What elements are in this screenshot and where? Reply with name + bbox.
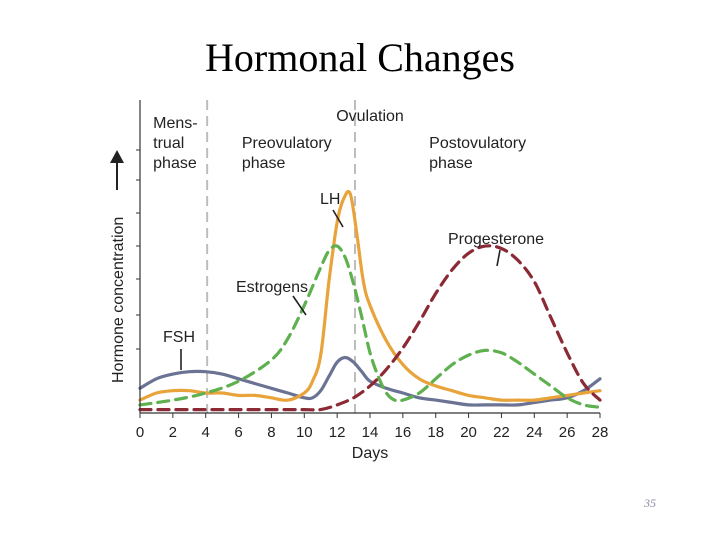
x-tick-label-4: 4 [202, 424, 210, 441]
series-line-fsh [138, 355, 602, 407]
phase-label-0-line-0: Mens- [153, 115, 197, 132]
x-tick-label-6: 6 [234, 424, 242, 441]
annotation-estrogens: Estrogens [236, 279, 308, 296]
x-tick-label-16: 16 [395, 424, 412, 441]
annotation-progesterone: Progesterone [448, 231, 544, 248]
phase-label-2-line-0: Ovulation [336, 108, 404, 125]
annotation-fsh: FSH [163, 329, 195, 346]
x-tick-label-8: 8 [267, 424, 275, 441]
series-line-estrogens [138, 244, 602, 409]
phase-label-1-line-1: phase [242, 155, 286, 172]
y-axis-label: Hormone concentration [110, 217, 127, 383]
x-tick-label-2: 2 [169, 424, 177, 441]
series-lines [138, 189, 602, 412]
phase-dividers [206, 100, 356, 413]
x-tick-label-14: 14 [362, 424, 379, 441]
series-line-progesterone [138, 244, 602, 412]
series-line-lh [138, 189, 602, 402]
x-tick-label-22: 22 [493, 424, 510, 441]
x-tick-label-24: 24 [526, 424, 543, 441]
phase-label-0-line-2: phase [153, 155, 197, 172]
x-tick-label-26: 26 [559, 424, 576, 441]
x-tick-label-0: 0 [136, 424, 144, 441]
annotation-leader-lh [332, 209, 344, 228]
x-tick-label-28: 28 [592, 424, 609, 441]
annotation-leader-estrogens [292, 295, 307, 316]
x-tick-label-20: 20 [460, 424, 477, 441]
phase-label-3-line-0: Postovulatory [429, 135, 526, 152]
phase-label-1-line-0: Preovulatory [242, 135, 332, 152]
annotation-lh: LH [320, 191, 340, 208]
annotation-leader-progesterone [496, 249, 501, 267]
annotations: FSH Estrogens LH Progesterone [163, 191, 544, 370]
x-axis-label: Days [352, 445, 388, 462]
x-tick-label-12: 12 [329, 424, 346, 441]
page-number: 35 [644, 496, 656, 510]
x-tick-label-10: 10 [296, 424, 313, 441]
x-tick-label-18: 18 [427, 424, 444, 441]
phase-labels: Mens-trual phase Preovulatory phase Ovulatio… [153, 108, 526, 172]
phase-label-3-line-1: phase [429, 155, 473, 172]
slide-title: Hormonal Changes [205, 35, 515, 80]
phase-label-0-line-1: trual [153, 135, 184, 152]
y-axis-arrow-head [110, 150, 124, 163]
